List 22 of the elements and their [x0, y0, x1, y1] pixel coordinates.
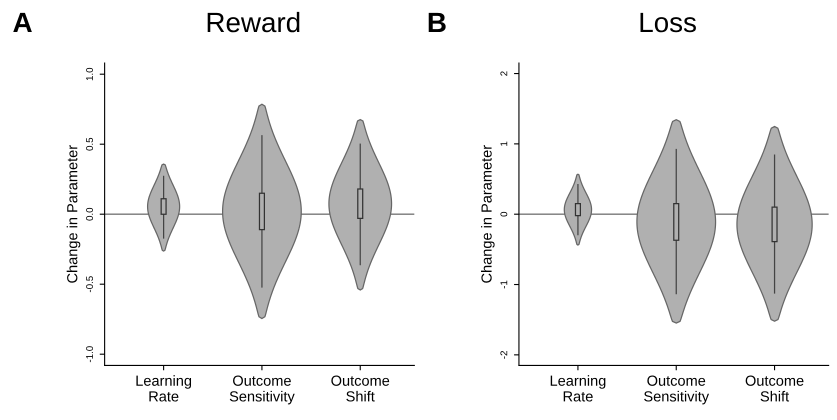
y-tick-label: 2 [500, 71, 508, 76]
x-tick-label: Learning Rate [136, 375, 192, 402]
x-tick-label: Outcome Shift [331, 376, 390, 402]
y-axis-title: Change in Parameter [481, 145, 495, 283]
chart-title: Reward [208, 12, 300, 32]
y-tick-label: -1 [500, 280, 508, 288]
x-tick-label: Outcome Shift [746, 376, 804, 402]
y-tick-label: 0.0 [86, 208, 93, 221]
y-tick-label: 1 [500, 142, 508, 146]
y-tick-label: -2 [500, 351, 508, 359]
x-tick-label: Outcome Sensitivity [644, 376, 710, 404]
text: A [13, 12, 32, 32]
x-tick-label: Outcome Sensitivity [230, 376, 295, 404]
y-tick-label: 0 [500, 212, 508, 217]
y-tick-label: -0.5 [86, 276, 93, 292]
y-tick-label: 1.0 [86, 68, 93, 80]
y-axis-title: Change in Parameter [66, 145, 80, 283]
chart-title: Loss [640, 12, 696, 32]
y-tick-label: -1.0 [86, 346, 93, 362]
text: B [428, 12, 446, 32]
x-tick-label: Learning Rate [550, 375, 606, 402]
y-tick-label: 0.5 [86, 138, 93, 151]
